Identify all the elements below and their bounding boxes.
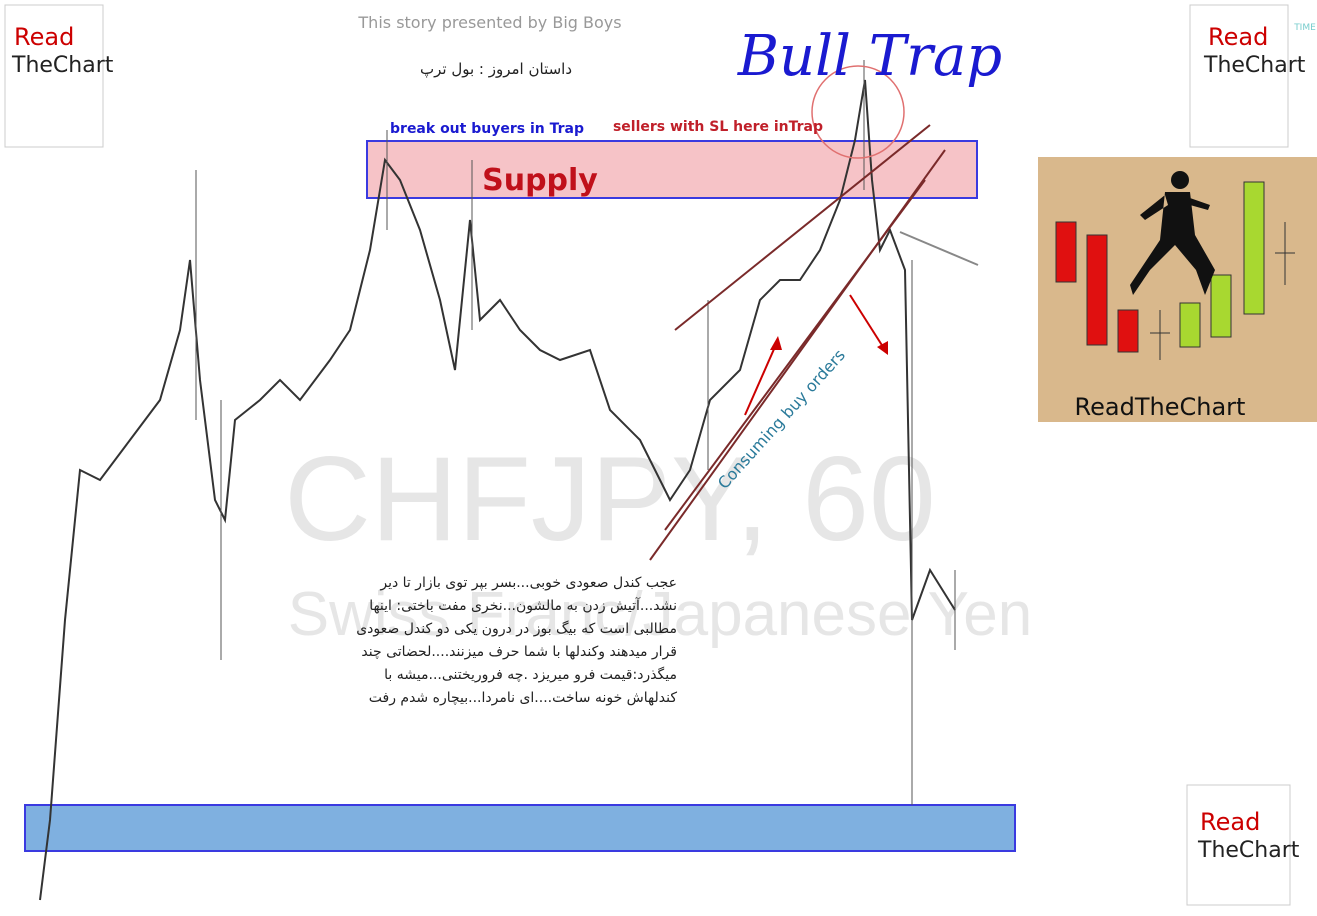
corner: TIME [1293,23,1316,33]
watermark-symbol: CHFJPY, 60 [284,432,935,566]
story-line: قرار میدهند وکندلها با شما حرف میزنند...… [361,644,677,660]
demand-zone [24,804,1016,852]
credit: This story presented by Big Boys [357,13,621,32]
price-path [39,79,956,901]
logo: Read TheChart [1186,784,1300,906]
annotation: break out buyers in Trap [390,121,584,137]
story-line: مطالبی است که بیگ بوز در درون یکی دو کند… [356,621,677,637]
title: Bull Trap [737,24,1002,89]
logo-text: TheChart [1203,53,1306,78]
watermark-name: Swiss Franc/Japanese Yen [288,580,1032,649]
logo-text: TheChart [11,53,114,78]
logo-text: TheChart [1197,838,1300,863]
annotation: sellers with SL here inTrap [613,119,823,135]
story-line: میگذرد:قیمت فرو میریزد .چه فروریختنی...م… [384,667,677,683]
wicks [195,60,956,805]
logo-text: Read [14,23,74,51]
arrow [849,294,886,351]
story-title: داستان امروز : بول ترپ [420,60,573,78]
arrow-head [770,336,782,350]
story-line: کندلهاش خونه ساخت....ای نامردا...بیچاره … [368,690,677,706]
trend-line [899,231,979,266]
brand-panel: ReadTheChart [1038,157,1317,422]
logo: Read TheChart [4,4,114,148]
logo: Read TheChart [1189,4,1306,148]
story-line: عجب کندل صعودی خوبی...بسر بپر توی بازار … [380,575,677,591]
trend-line [674,124,931,331]
trap-circle [811,65,905,159]
logo-text: Read [1208,23,1268,51]
arrow [744,339,779,416]
logo-text: Read [1200,808,1260,836]
supply-label: Supply [482,163,598,198]
trend-line [664,179,926,531]
story-text: عجب کندل صعودی خوبی...بسر بپر توی بازار … [356,572,677,710]
panel-label: ReadTheChart [1075,393,1246,421]
arrow-head [877,341,888,355]
story-line: نشد...آتیش زدن به مالشون...نخری مفت باخت… [369,598,677,614]
